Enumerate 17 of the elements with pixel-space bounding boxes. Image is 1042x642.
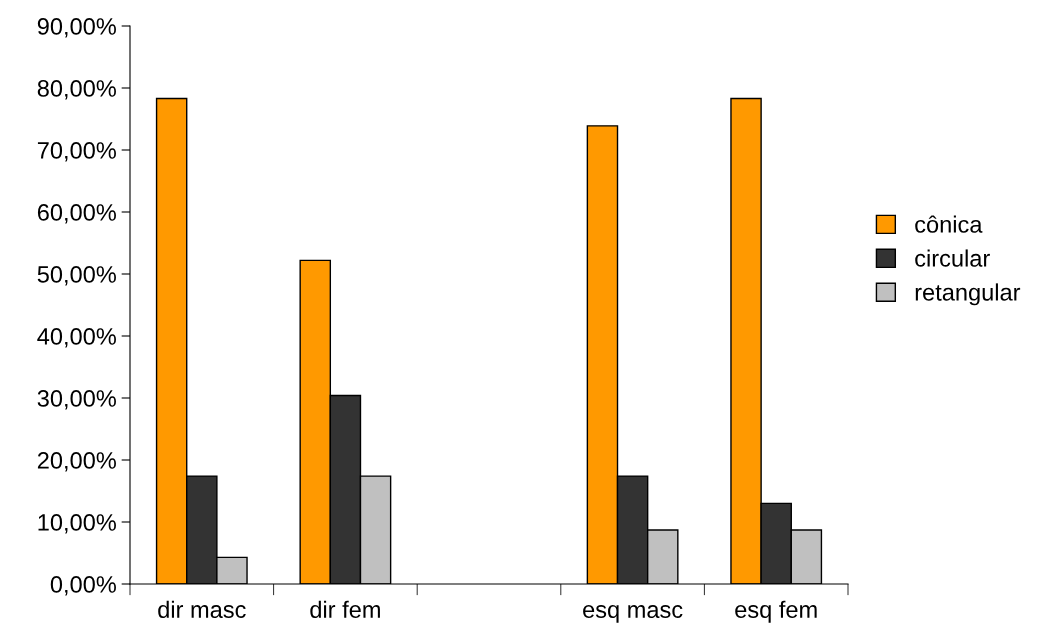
y-tick-label: 40,00% bbox=[37, 328, 116, 348]
y-tick-label: 30,00% bbox=[37, 390, 116, 410]
x-tick-label: dir masc bbox=[158, 600, 246, 619]
legend-label: retangular bbox=[915, 283, 1021, 306]
x-tick-label: esq masc bbox=[583, 605, 683, 623]
y-tick-label: 80,00% bbox=[37, 80, 116, 100]
y-tick-label: 0,00% bbox=[50, 576, 116, 596]
x-tick-label: esq fem bbox=[735, 600, 817, 623]
x-tick-label: dir fem bbox=[310, 600, 380, 619]
y-tick-label: 10,00% bbox=[38, 514, 116, 534]
y-tick-label: 90,00% bbox=[37, 18, 116, 38]
y-tick-label: 20,00% bbox=[37, 452, 116, 472]
legend-label: cônica bbox=[915, 215, 983, 233]
legend-label: circular bbox=[915, 249, 990, 267]
y-tick-label: 50,00% bbox=[37, 266, 116, 286]
y-tick-label: 70,00% bbox=[37, 142, 116, 162]
y-tick-label: 60,00% bbox=[37, 204, 116, 224]
